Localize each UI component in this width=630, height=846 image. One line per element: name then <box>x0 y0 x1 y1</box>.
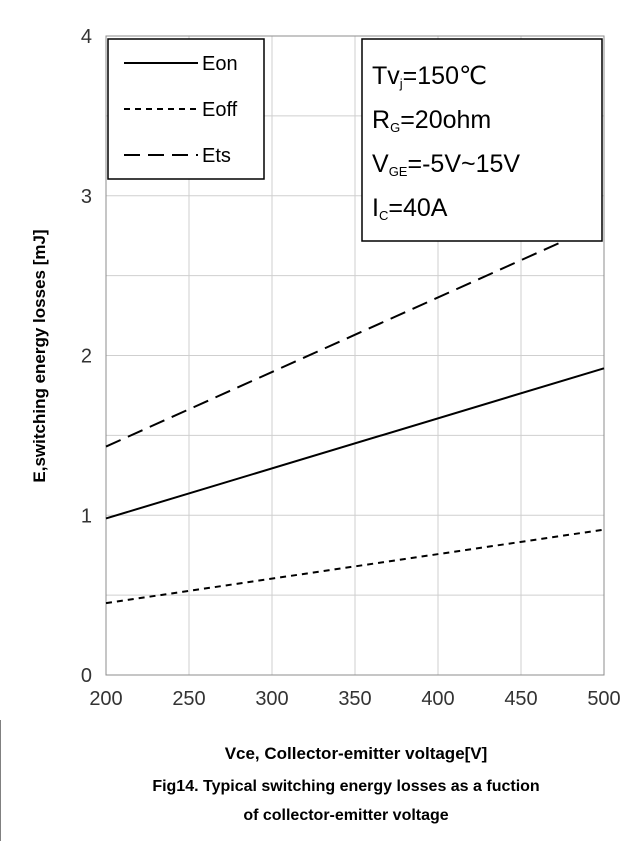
series-layer <box>105 221 605 605</box>
legend-label-ets: Ets <box>202 145 231 167</box>
x-tick-label: 500 <box>587 688 620 710</box>
series-line-ets <box>105 221 605 448</box>
legend-box <box>107 38 265 180</box>
x-axis-label: Vce, Collector-emitter voltage[V] <box>225 744 488 763</box>
series-line-eoff <box>105 528 605 605</box>
x-tick-label: 250 <box>172 688 205 710</box>
y-tick-label: 2 <box>81 346 92 368</box>
legend-label-eoff: Eoff <box>202 99 238 121</box>
x-tick-label: 450 <box>504 688 537 710</box>
conditions-box-frame <box>361 38 603 242</box>
figure-caption-line-2: of collector-emitter voltage <box>243 807 448 824</box>
legend: Eon Eoff Ets <box>107 38 265 180</box>
y-tick-label: 4 <box>81 26 92 48</box>
x-tick-label: 300 <box>255 688 288 710</box>
condition-tvj: Tvj=150℃ <box>372 62 487 91</box>
y-tick-label: 3 <box>81 186 92 208</box>
figure-caption-line-1: Fig14. Typical switching energy losses a… <box>152 778 539 795</box>
legend-label-eon: Eon <box>202 53 238 75</box>
y-tick-label: 1 <box>81 505 92 527</box>
condition-ic: IC=40A <box>372 194 448 223</box>
x-tick-label: 200 <box>89 688 122 710</box>
series-line-eon <box>105 367 605 520</box>
y-axis-label: E,switching energy losses [mJ] <box>30 229 49 482</box>
condition-vge: VGE=-5V~15V <box>372 150 520 179</box>
plot-area-border <box>105 35 605 676</box>
condition-rg: RG=20ohm <box>372 106 491 135</box>
x-tick-label: 350 <box>338 688 371 710</box>
conditions-box: Tvj=150℃ RG=20ohm VGE=-5V~15V IC=40A <box>361 38 603 242</box>
y-tick-label: 0 <box>81 665 92 687</box>
x-tick-label: 400 <box>421 688 454 710</box>
axis-layer: 200 250 300 350 400 450 500 0 1 2 3 4 <box>81 26 621 710</box>
